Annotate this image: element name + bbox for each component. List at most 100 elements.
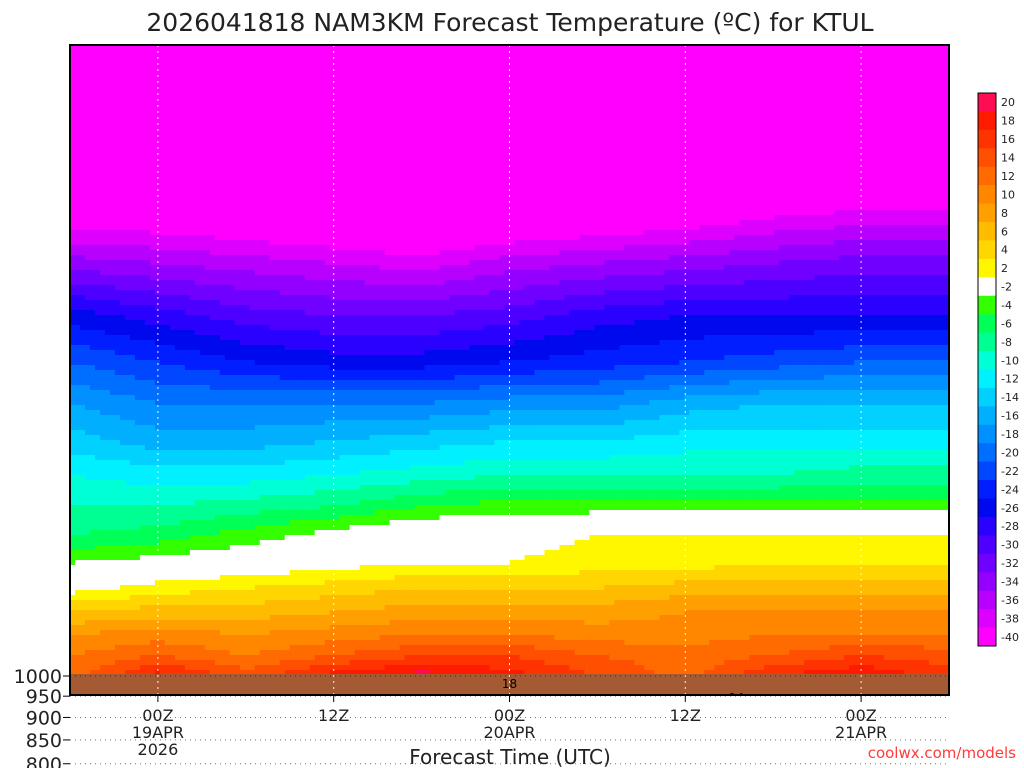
temperature-cell — [649, 55, 655, 61]
temperature-cell — [105, 55, 111, 61]
temperature-cell — [475, 65, 481, 71]
temperature-cell — [440, 90, 446, 96]
temperature-cell — [170, 75, 176, 81]
temperature-cell — [584, 65, 590, 71]
temperature-cell — [315, 70, 321, 76]
temperature-cell — [779, 60, 785, 66]
temperature-cell — [749, 60, 755, 66]
temperature-cell — [819, 75, 825, 81]
temperature-cell — [400, 50, 406, 56]
temperature-cell — [480, 60, 486, 66]
temperature-cell — [844, 75, 850, 81]
temperature-cell — [245, 70, 251, 76]
temperature-cell — [584, 85, 590, 91]
temperature-cell — [694, 70, 700, 76]
temperature-cell — [674, 75, 680, 81]
temperature-cell — [739, 55, 745, 61]
temperature-cell — [659, 85, 665, 91]
temperature-cell — [614, 65, 620, 71]
temperature-cell — [734, 60, 740, 66]
temperature-cell — [460, 70, 466, 76]
temperature-cell — [554, 80, 560, 86]
temperature-cell — [764, 75, 770, 81]
temperature-cell — [180, 70, 186, 76]
temperature-cell — [150, 65, 156, 71]
temperature-cell — [410, 50, 416, 56]
temperature-cell — [435, 65, 441, 71]
temperature-cell — [210, 50, 216, 56]
temperature-cell — [589, 50, 595, 56]
temperature-cell — [634, 80, 640, 86]
temperature-cell — [245, 90, 251, 96]
temperature-cell — [909, 55, 915, 61]
temperature-cell — [809, 50, 815, 56]
temperature-cell — [599, 85, 605, 91]
temperature-cell — [315, 65, 321, 71]
temperature-cell — [500, 90, 506, 96]
temperature-cell — [310, 80, 316, 86]
temperature-cell — [125, 80, 131, 86]
temperature-cell — [799, 55, 805, 61]
temperature-cell — [430, 75, 436, 81]
temperature-cell — [929, 70, 935, 76]
temperature-cell — [644, 55, 650, 61]
temperature-cell — [495, 75, 501, 81]
temperature-cell — [879, 75, 885, 81]
temperature-cell — [569, 55, 575, 61]
temperature-cell — [769, 70, 775, 76]
temperature-cell — [425, 55, 431, 61]
temperature-cell — [529, 50, 535, 56]
temperature-cell — [819, 80, 825, 86]
temperature-cell — [300, 55, 306, 61]
temperature-cell — [215, 65, 221, 71]
temperature-cell — [584, 70, 590, 76]
temperature-cell — [455, 70, 461, 76]
temperature-cell — [869, 65, 875, 71]
temperature-cell — [574, 85, 580, 91]
temperature-cell — [310, 90, 316, 96]
temperature-cell — [609, 70, 615, 76]
temperature-cell — [579, 55, 585, 61]
temperature-cell — [165, 80, 171, 86]
temperature-cell — [819, 70, 825, 76]
temperature-cell — [589, 80, 595, 86]
temperature-cell — [90, 50, 96, 56]
temperature-cell — [749, 55, 755, 61]
temperature-cell — [814, 80, 820, 86]
temperature-cell — [240, 75, 246, 81]
temperature-cell — [170, 80, 176, 86]
temperature-cell — [914, 55, 920, 61]
temperature-cell — [445, 65, 451, 71]
temperature-cell — [170, 50, 176, 56]
temperature-cell — [874, 85, 880, 91]
temperature-cell — [220, 75, 226, 81]
temperature-cell — [390, 85, 396, 91]
temperature-cell — [774, 60, 780, 66]
temperature-cell — [355, 55, 361, 61]
temperature-cell — [275, 75, 281, 81]
temperature-cell — [270, 85, 276, 91]
temperature-cell — [260, 70, 266, 76]
temperature-cell — [649, 85, 655, 91]
temperature-cell — [719, 75, 725, 81]
temperature-cell — [215, 50, 221, 56]
temperature-cell — [455, 85, 461, 91]
temperature-cell — [709, 60, 715, 66]
temperature-cell — [559, 80, 565, 86]
temperature-cell — [779, 85, 785, 91]
temperature-cell — [80, 50, 86, 56]
temperature-cell — [869, 80, 875, 86]
temperature-cell — [230, 50, 236, 56]
temperature-cell — [280, 75, 286, 81]
temperature-cell — [105, 80, 111, 86]
temperature-cell — [290, 55, 296, 61]
temperature-cell — [679, 80, 685, 86]
temperature-cell — [135, 80, 141, 86]
temperature-cell — [265, 65, 271, 71]
temperature-cell — [864, 70, 870, 76]
temperature-cell — [480, 90, 486, 96]
temperature-cell — [904, 85, 910, 91]
temperature-cell — [619, 70, 625, 76]
temperature-cell — [719, 70, 725, 76]
temperature-cell — [180, 80, 186, 86]
